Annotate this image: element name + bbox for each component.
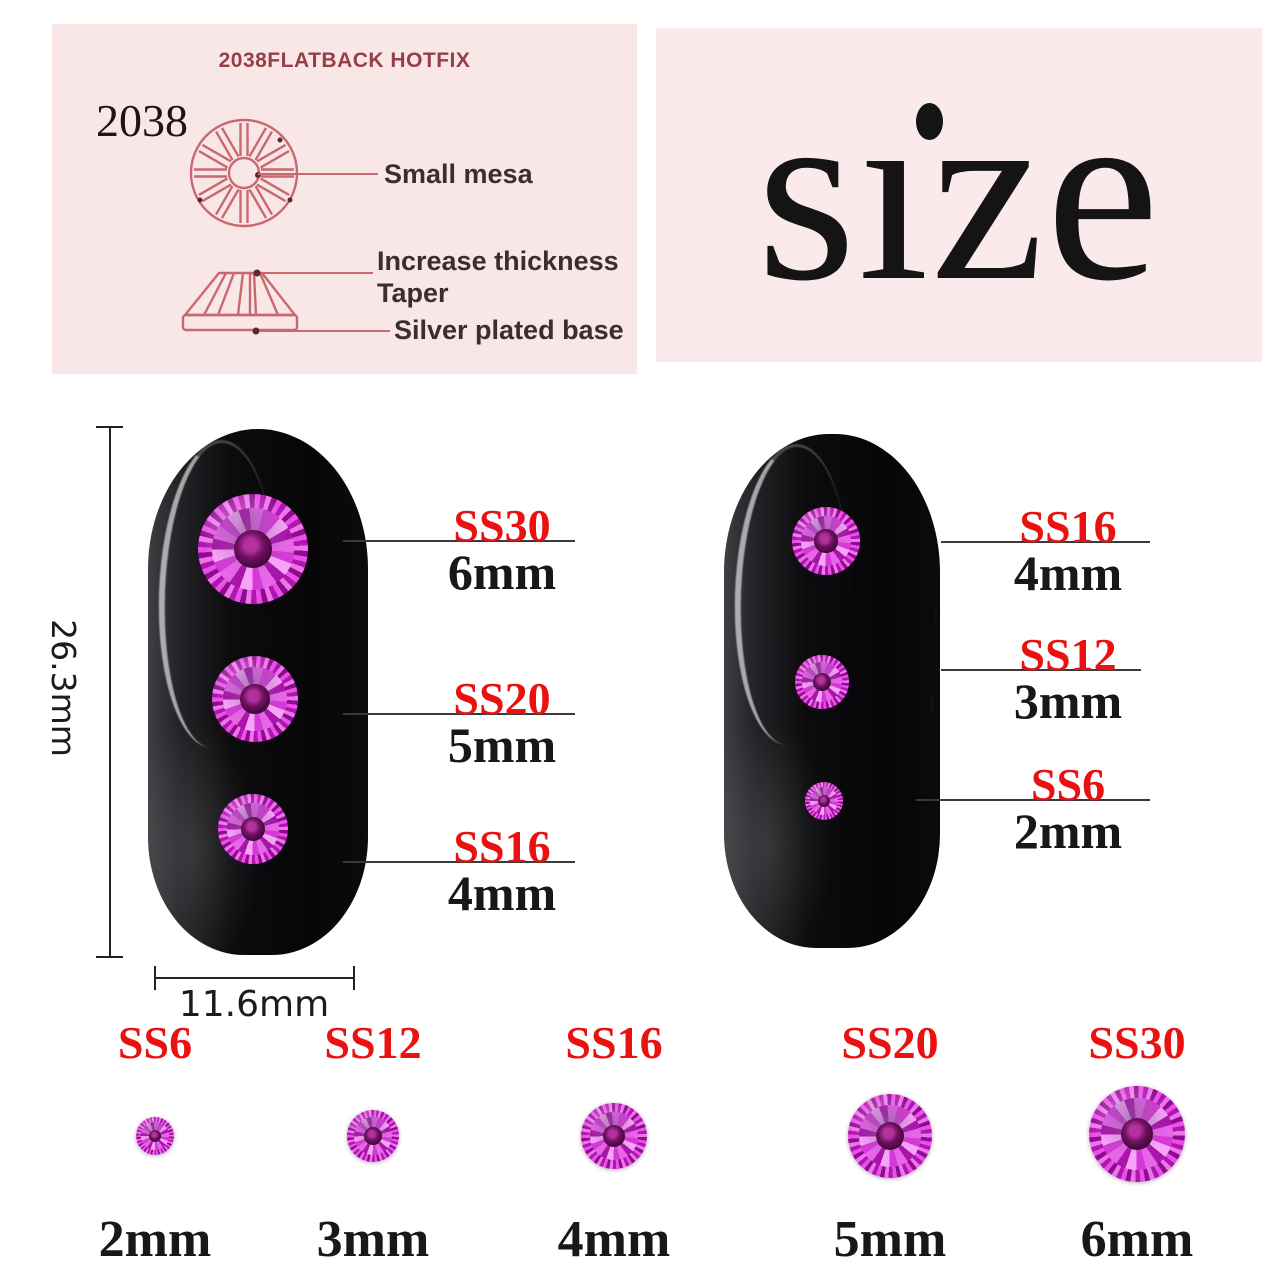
callout-ss12-mm: 3mm [1013,673,1123,729]
label-silver-plated-base: Silver plated base [394,315,624,345]
chart-ss6-label: SS6 [117,1017,193,1068]
chart-ss30-size: 6mm [1080,1211,1194,1268]
size-panel-title: sıze [756,52,1162,334]
callout-ss20-mm: 5mm [447,717,557,773]
model-number: 2038 [96,95,188,146]
label-taper: Taper [377,278,449,308]
chart-gem-ss16 [581,1103,647,1169]
chart-gem-ss6 [136,1117,174,1155]
dim-cap-left [154,966,156,990]
spec-panel-title: 2038FLATBACK HOTFIX [218,49,471,72]
chart-ss12-label: SS12 [324,1017,422,1068]
callout-ss20: SS20 [453,673,551,724]
callout-ss16-left-mm: 4mm [447,865,557,921]
chart-ss16-label: SS16 [565,1017,663,1068]
callout-ss16-right: SS16 [1019,501,1117,552]
nail-width-label: 11.6mm [178,984,330,1025]
chart-ss16-size: 4mm [557,1211,671,1268]
diagram-dots [197,137,293,335]
chart-ss20-size: 5mm [833,1211,947,1268]
nail-height-label: 26.3mm [44,619,83,757]
callout-line-ss20 [343,713,575,715]
leader-small-mesa [258,173,378,175]
callout-line-ss16-right [941,541,1150,543]
callout-ss30-mm: 6mm [447,544,557,600]
dim-cap-bottom [96,956,123,958]
size-panel [656,28,1262,362]
gem-ss20 [212,656,298,742]
spec-panel [52,24,637,374]
callout-ss30: SS30 [453,500,551,551]
gem-ss6 [805,782,843,820]
rhinestone-top-view-diagram [181,118,299,335]
label-increase-thickness: Increase thickness [377,246,619,276]
callout-line-ss6 [916,799,1150,801]
nail-edge-tick [931,696,934,712]
chart-gem-ss20 [848,1094,932,1178]
chart-ss20-label: SS20 [841,1017,939,1068]
gem-ss12 [795,655,849,709]
leader-silver-base [260,330,390,332]
dim-line-height [109,427,111,958]
dim-cap-right [353,966,355,990]
dim-line-width [155,977,355,979]
callout-line-ss12 [941,669,1141,671]
gem-ss16 [218,794,288,864]
chart-gem-ss30 [1089,1086,1185,1182]
nail-edge-tick [934,606,937,622]
callout-ss16-left: SS16 [453,821,551,872]
gem-ss30 [198,494,308,604]
size-dot-accent [916,103,943,140]
chart-ss6-size: 2mm [98,1211,212,1268]
callout-line-ss16-left [343,861,575,863]
label-small-mesa: Small mesa [384,159,533,189]
chart-gem-ss12 [347,1110,399,1162]
callout-ss6-mm: 2mm [1013,803,1123,859]
callout-ss16-right-mm: 4mm [1013,545,1123,601]
callout-ss12: SS12 [1019,629,1117,680]
gem-ss16-right [792,507,860,575]
chart-ss12-size: 3mm [316,1211,430,1268]
callout-ss6: SS6 [1030,759,1106,810]
callout-line-ss30 [343,540,575,542]
chart-ss30-label: SS30 [1088,1017,1186,1068]
leader-increase-thickness [261,272,373,274]
dim-cap-top [96,426,123,428]
